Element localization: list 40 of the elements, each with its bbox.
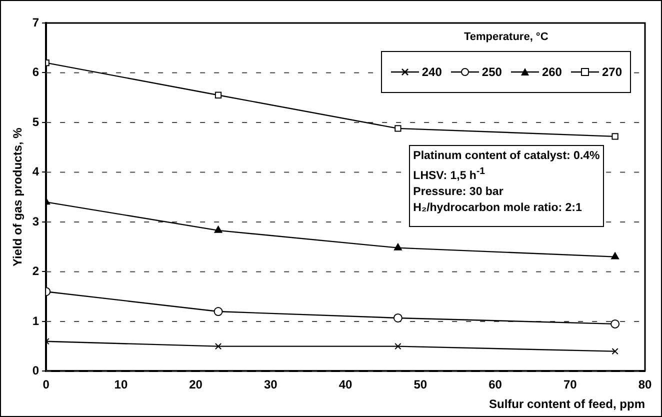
point — [214, 226, 222, 233]
legend-label: 270 — [602, 65, 622, 79]
x-tick-label: 0 — [42, 378, 50, 392]
annotation: H₂/hydrocarbon mole ratio: 2:1 — [413, 200, 583, 216]
x-tick-label: 60 — [488, 378, 502, 392]
y-tick-label: 1 — [32, 314, 40, 328]
point — [610, 319, 620, 328]
y-tick-label: 6 — [32, 65, 40, 80]
legend-title: Temperature, °C — [464, 31, 548, 43]
x-tick-label: 80 — [638, 378, 652, 392]
point — [393, 313, 402, 322]
x-tick-label: 10 — [114, 378, 128, 392]
x-tick-label: 40 — [338, 378, 353, 392]
point — [612, 348, 618, 355]
x-tick-label: 50 — [414, 378, 428, 392]
y-tick-label: 2 — [32, 264, 40, 278]
y-tick-label: 0 — [32, 364, 40, 378]
y-axis-title: Yield of gas products, % — [10, 127, 25, 267]
legend-label: 260 — [542, 65, 562, 79]
annotation: Platinum content of catalyst: 0.4% — [413, 148, 600, 164]
point — [612, 133, 618, 140]
point — [394, 243, 402, 250]
x-tick-label: 30 — [264, 378, 278, 392]
point — [214, 343, 222, 350]
x-axis-title: Sulfur content of feed, ppm — [489, 397, 645, 412]
point — [214, 92, 222, 98]
annotation: LHSV: 1,5 h$^{-1}$ — [413, 164, 486, 184]
point — [214, 307, 223, 316]
y-tick-label: 4 — [32, 164, 40, 179]
legend-label: 250 — [482, 65, 502, 79]
x-tick-label: 20 — [189, 378, 203, 392]
point — [611, 252, 620, 260]
x-tick-label: 70 — [563, 378, 578, 392]
y-tick-label: 3 — [32, 214, 40, 228]
legend-label: 240 — [422, 65, 442, 79]
point — [394, 343, 402, 350]
y-tick-label: 5 — [32, 114, 40, 129]
annotation: Pressure: 30 bar — [413, 184, 504, 200]
y-tick-label: 7 — [32, 15, 40, 30]
point — [394, 125, 402, 132]
